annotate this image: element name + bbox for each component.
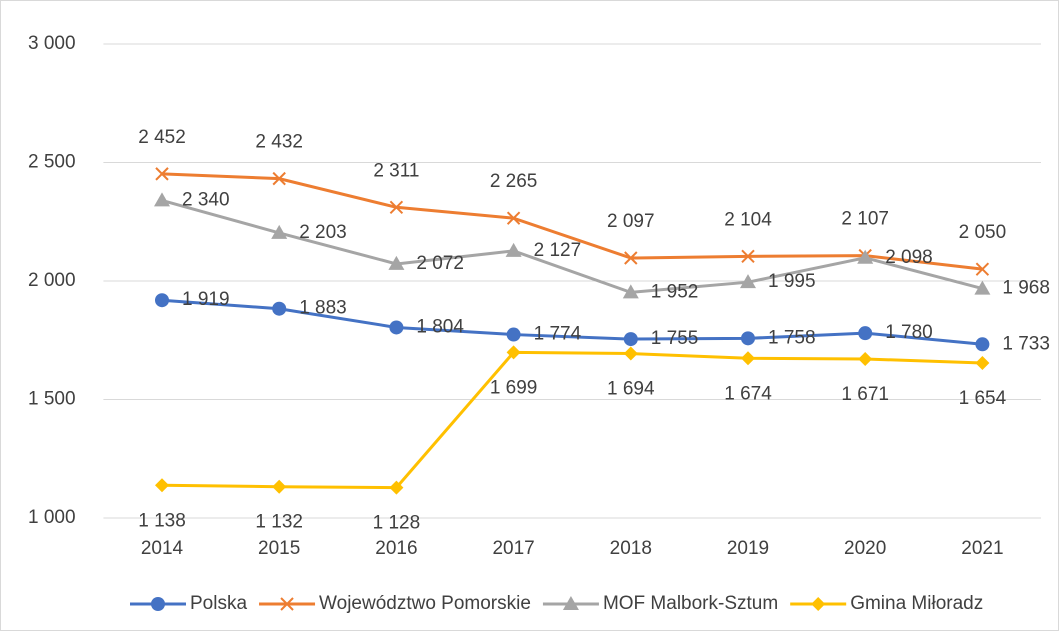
marker	[506, 345, 521, 360]
data-label: 2 452	[138, 127, 186, 148]
x-tick-label: 2015	[258, 538, 300, 559]
marker	[741, 331, 755, 346]
data-label: 2 050	[959, 222, 1007, 243]
legend-marker	[562, 596, 579, 610]
data-label: 2 340	[182, 189, 230, 210]
marker	[975, 262, 990, 276]
data-label: 1 674	[724, 383, 772, 404]
x-tick-label: 2020	[844, 538, 886, 559]
legend-label: Gmina Miłoradz	[850, 593, 983, 614]
marker	[389, 480, 404, 495]
legend-marker	[280, 597, 294, 611]
marker	[623, 346, 638, 361]
y-tick-label: 1 500	[28, 389, 76, 410]
x-tick-label: 2017	[492, 538, 534, 559]
data-label: 2 311	[373, 160, 419, 181]
series-line	[161, 298, 983, 346]
y-tick-label: 2 500	[28, 152, 76, 173]
data-label: 1 774	[534, 324, 582, 345]
data-label: 1 883	[299, 298, 347, 319]
data-label: 1 733	[1002, 333, 1050, 354]
data-label: 1 758	[768, 327, 816, 348]
marker	[506, 327, 521, 342]
marker	[388, 255, 405, 270]
series-line	[161, 198, 983, 294]
x-tick-label: 2021	[961, 538, 1003, 559]
legend-label: MOF Malbork-Sztum	[603, 593, 778, 614]
marker	[505, 242, 522, 257]
series-line	[161, 172, 983, 271]
data-label: 1 671	[841, 384, 889, 405]
y-tick-label: 3 000	[28, 33, 76, 54]
x-tick-label: 2019	[727, 538, 769, 559]
marker	[622, 284, 639, 299]
data-label: 1 780	[885, 322, 933, 343]
marker	[858, 351, 873, 366]
data-label: 1 995	[768, 271, 816, 292]
legend-label: Województwo Pomorskie	[319, 593, 531, 614]
data-label: 1 804	[416, 316, 464, 337]
series-line	[161, 350, 983, 490]
y-tick-label: 2 000	[28, 270, 76, 291]
marker	[272, 479, 287, 494]
data-label: 1 132	[255, 512, 303, 533]
marker	[975, 356, 990, 371]
marker	[155, 478, 169, 493]
marker	[975, 337, 990, 352]
marker	[624, 251, 638, 265]
marker	[389, 200, 404, 215]
data-label: 1 919	[182, 289, 230, 310]
marker	[155, 167, 169, 181]
data-label: 2 098	[885, 247, 933, 268]
legend-marker	[151, 597, 165, 611]
data-label: 1 755	[651, 328, 699, 349]
data-label: 1 654	[959, 388, 1007, 409]
data-label: 2 097	[607, 211, 655, 232]
data-label: 1 694	[607, 379, 655, 400]
data-label: 2 127	[534, 240, 582, 261]
data-label: 1 138	[138, 510, 186, 531]
marker	[271, 224, 288, 239]
marker	[857, 249, 874, 264]
marker	[741, 249, 755, 264]
x-tick-label: 2014	[141, 538, 184, 559]
marker	[155, 293, 169, 308]
legend-label: Polska	[190, 593, 247, 614]
marker	[389, 320, 404, 335]
marker	[154, 192, 170, 207]
marker	[974, 280, 991, 295]
data-label: 2 072	[416, 253, 464, 274]
data-label: 2 265	[490, 171, 538, 192]
marker	[740, 274, 756, 289]
data-label: 1 128	[373, 513, 421, 534]
data-label: 1 952	[651, 281, 699, 302]
data-label: 2 432	[255, 132, 303, 153]
data-label: 1 968	[1002, 278, 1050, 299]
marker	[272, 171, 286, 186]
marker	[623, 332, 638, 347]
marker	[506, 211, 521, 225]
x-tick-label: 2018	[610, 538, 652, 559]
data-label: 1 699	[490, 377, 538, 398]
data-label: 2 104	[724, 209, 772, 230]
data-label: 2 203	[299, 222, 347, 243]
marker	[741, 351, 755, 366]
y-tick-label: 1 000	[28, 507, 76, 528]
x-tick-label: 2016	[375, 538, 417, 559]
legend-marker	[811, 597, 826, 611]
marker	[858, 326, 873, 341]
marker	[272, 301, 287, 316]
data-label: 2 107	[841, 209, 889, 230]
